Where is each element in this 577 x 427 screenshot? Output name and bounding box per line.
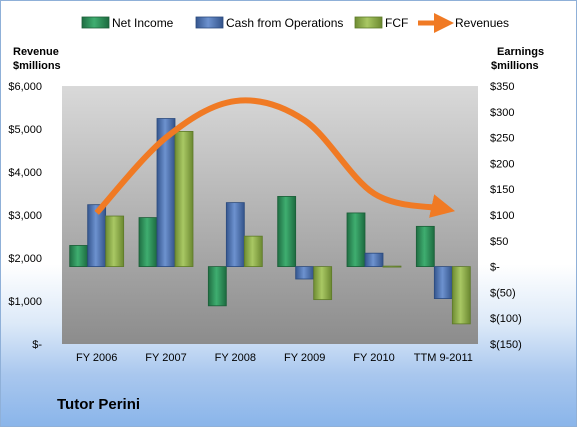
bars xyxy=(69,118,471,325)
net-income-bar xyxy=(207,266,227,307)
right-tick-label: $250 xyxy=(490,133,514,145)
plot-area xyxy=(62,86,478,344)
legend-item-fcf: FCF xyxy=(354,16,408,30)
legend-swatch-net-income xyxy=(81,16,110,29)
revenues-line xyxy=(94,97,456,218)
left-tick-label: $2,000 xyxy=(8,253,42,265)
right-tick-label: $350 xyxy=(490,81,514,93)
left-tick-label: $6,000 xyxy=(8,81,42,93)
category-label: FY 2009 xyxy=(284,352,325,364)
fcf-bar xyxy=(382,265,402,268)
legend-label-net-income: Net Income xyxy=(112,16,174,30)
left-tick-label: $4,000 xyxy=(8,167,42,179)
company-name: Tutor Perini xyxy=(57,396,141,413)
legend-item-cash-from-operations: Cash from Operations xyxy=(195,16,343,30)
right-tick-label: $(100) xyxy=(490,313,522,325)
net-income-bar xyxy=(346,212,366,268)
left-axis-title-line2: $millions xyxy=(13,60,61,72)
legend: Net Income Cash from Operations FCF Reve… xyxy=(81,13,509,33)
legend-label-revenues: Revenues xyxy=(455,16,509,30)
fcf-bar xyxy=(105,215,125,267)
right-axis-title-line1: Earnings xyxy=(497,46,544,58)
left-tick-label: $1,000 xyxy=(8,296,42,308)
right-tick-label: $200 xyxy=(490,158,514,170)
category-label: TTM 9-2011 xyxy=(414,352,473,364)
right-tick-label: $300 xyxy=(490,107,514,119)
cash-from-operations-bar xyxy=(295,266,315,280)
cash-from-operations-bar xyxy=(225,202,245,267)
left-tick-label: $- xyxy=(32,339,42,351)
revenue-line-group xyxy=(94,97,456,218)
right-tick-label: $(50) xyxy=(490,287,516,299)
right-tick-label: $(150) xyxy=(490,339,522,351)
net-income-bar xyxy=(138,217,158,268)
right-tick-label: $150 xyxy=(490,184,514,196)
cash-from-operations-bar xyxy=(433,266,453,299)
left-axis-ticks: $- $1,000 $2,000 $3,000 $4,000 $5,000 $6,000 xyxy=(8,81,42,351)
fcf-bar xyxy=(313,266,333,301)
legend-label-fcf: FCF xyxy=(385,16,408,30)
net-income-bar xyxy=(69,245,89,268)
fcf-bar xyxy=(243,235,263,268)
category-label: FY 2008 xyxy=(215,352,256,364)
legend-swatch-fcf xyxy=(354,16,383,29)
left-tick-label: $3,000 xyxy=(8,210,42,222)
category-label: FY 2010 xyxy=(353,352,394,364)
category-labels: FY 2006 FY 2007 FY 2008 FY 2009 FY 2010 TTM 9… xyxy=(76,352,473,364)
left-axis-title-line1: Revenue xyxy=(13,46,59,58)
fcf-bar xyxy=(174,131,194,268)
right-tick-label: $100 xyxy=(490,210,514,222)
cash-from-operations-bar xyxy=(87,204,107,267)
right-axis-title-line2: $millions xyxy=(491,60,539,72)
legend-label-cash-from-operations: Cash from Operations xyxy=(226,16,343,30)
legend-swatch-cash-from-operations xyxy=(195,16,224,29)
net-income-bar xyxy=(415,225,435,268)
right-tick-label: $50 xyxy=(490,236,508,248)
right-axis-ticks: $(150) $(100) $(50) $- $50 $100 $150 $200 $250 $3… xyxy=(490,81,522,351)
fcf-bar xyxy=(451,266,471,325)
cash-from-operations-bar xyxy=(364,252,384,268)
category-label: FY 2006 xyxy=(76,352,117,364)
left-tick-label: $5,000 xyxy=(8,124,42,136)
category-label: FY 2007 xyxy=(145,352,186,364)
net-income-bar xyxy=(277,196,297,267)
legend-item-net-income: Net Income xyxy=(81,16,174,30)
legend-item-revenues: Revenues xyxy=(418,13,509,33)
right-tick-label: $- xyxy=(490,262,500,274)
